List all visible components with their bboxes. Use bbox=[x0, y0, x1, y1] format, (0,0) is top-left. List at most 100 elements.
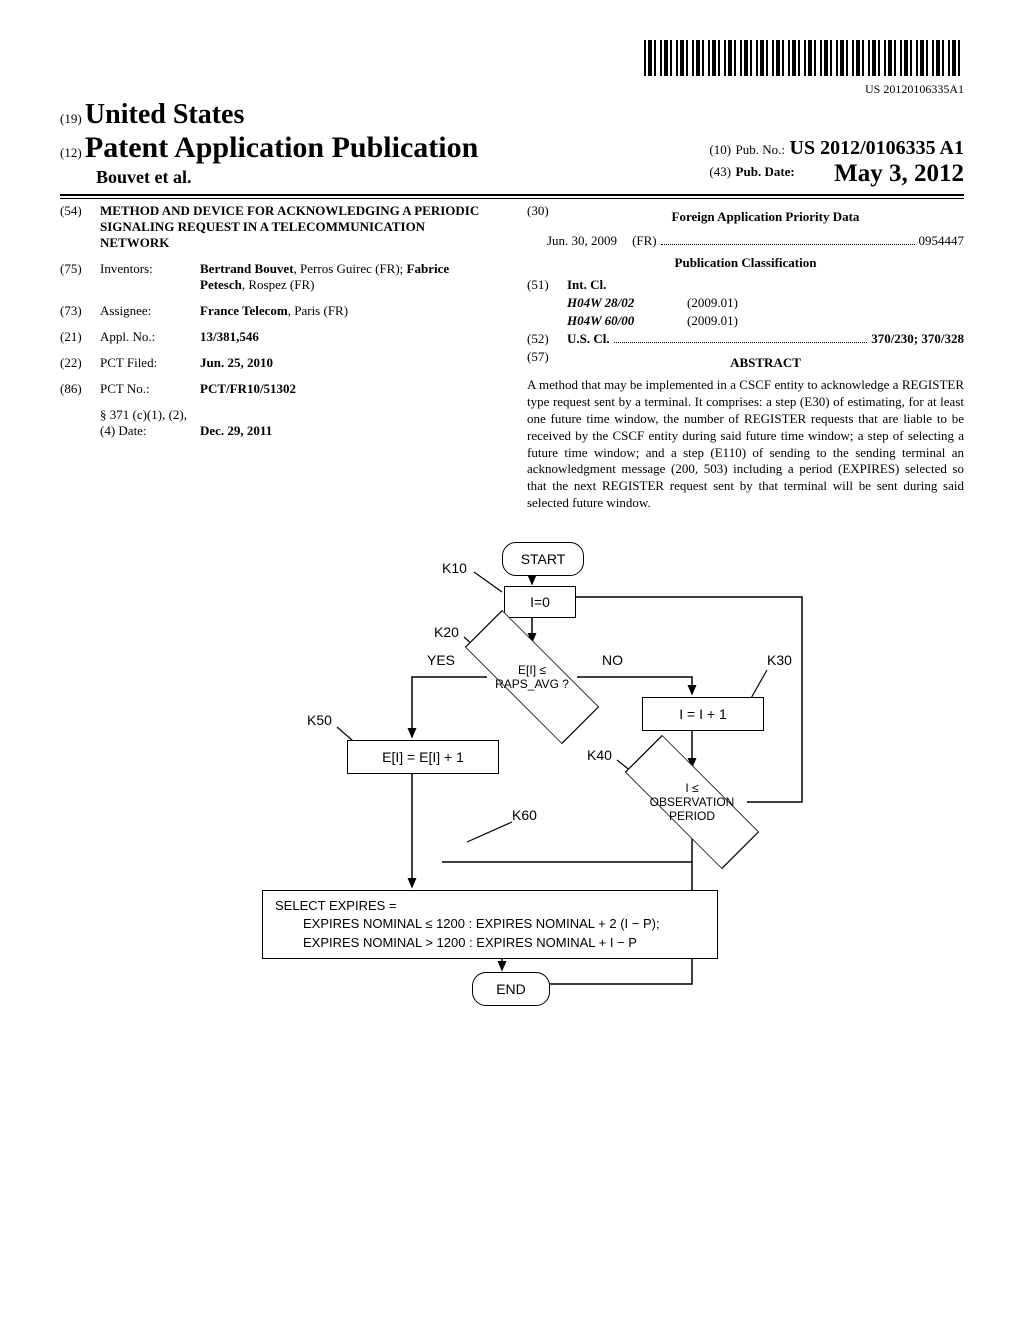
uscl-row: (52) U.S. Cl. 370/230; 370/328 bbox=[527, 331, 964, 347]
intcl-2: H04W 60/00 (2009.01) bbox=[567, 313, 964, 329]
header-right: (10) Pub. No.: US 2012/0106335 A1 (43) P… bbox=[709, 137, 964, 188]
foreign-heading-row: (30) Foreign Application Priority Data bbox=[527, 203, 964, 231]
fc-d2-l3: PERIOD bbox=[669, 809, 715, 823]
rule-top-thick bbox=[60, 194, 964, 196]
country-code: (19) bbox=[60, 111, 82, 126]
intcl-code: (51) bbox=[527, 277, 567, 293]
pubdate: May 3, 2012 bbox=[834, 160, 964, 188]
pctfiled-row: (22) PCT Filed: Jun. 25, 2010 bbox=[60, 355, 497, 371]
barcode-region: US 20120106335A1 bbox=[60, 40, 964, 97]
fc-einc: E[I] = E[I] + 1 bbox=[347, 740, 499, 774]
intcl-label: Int. Cl. bbox=[567, 277, 964, 293]
title-row: (54) METHOD AND DEVICE FOR ACKNOWLEDGING… bbox=[60, 203, 497, 251]
pctno-row: (86) PCT No.: PCT/FR10/51302 bbox=[60, 381, 497, 397]
intcl-1-code: H04W 28/02 bbox=[567, 295, 687, 311]
intcl-row: (51) Int. Cl. bbox=[527, 277, 964, 293]
assignee-row: (73) Assignee: France Telecom, Paris (FR… bbox=[60, 303, 497, 319]
pctfiled-code: (22) bbox=[60, 355, 100, 371]
pctno-label: PCT No.: bbox=[100, 381, 200, 397]
fc-label-yes: YES bbox=[427, 652, 455, 668]
fc-i0: I=0 bbox=[504, 586, 576, 618]
title-text: METHOD AND DEVICE FOR ACKNOWLEDGING A PE… bbox=[100, 203, 497, 251]
foreign-date: Jun. 30, 2009 bbox=[547, 233, 617, 249]
fc-start: START bbox=[502, 542, 584, 576]
assignee-label: Assignee: bbox=[100, 303, 200, 319]
pubdate-label: Pub. Date: bbox=[736, 164, 795, 179]
pub-type-code: (12) bbox=[60, 145, 82, 160]
fc-diamond-1: E[I] ≤RAPS_AVG ? bbox=[477, 642, 587, 712]
pctno-value: PCT/FR10/51302 bbox=[200, 381, 497, 397]
abstract-heading: ABSTRACT bbox=[567, 355, 964, 371]
abstract-text: A method that may be implemented in a CS… bbox=[527, 377, 964, 512]
title-code: (54) bbox=[60, 203, 100, 251]
s371-label: § 371 (c)(1), (2), (4) Date: bbox=[100, 407, 200, 439]
fc-inc: I = I + 1 bbox=[642, 697, 764, 731]
left-column: (54) METHOD AND DEVICE FOR ACKNOWLEDGING… bbox=[60, 203, 497, 512]
foreign-country: (FR) bbox=[632, 233, 657, 249]
fc-d1-l2: RAPS_AVG ? bbox=[495, 677, 569, 691]
inventors-value: Bertrand Bouvet, Perros Guirec (FR); Fab… bbox=[200, 261, 497, 293]
right-column: (30) Foreign Application Priority Data J… bbox=[527, 203, 964, 512]
s371-value: Dec. 29, 2011 bbox=[200, 423, 497, 439]
fc-select-l2: EXPIRES NOMINAL ≤ 1200 : EXPIRES NOMINAL… bbox=[275, 915, 705, 933]
pubnum-label: Pub. No.: bbox=[736, 142, 785, 157]
intcl-1-date: (2009.01) bbox=[687, 295, 738, 311]
fc-d1-l1: E[I] ≤ bbox=[518, 663, 546, 677]
s371-row: § 371 (c)(1), (2), (4) Date: Dec. 29, 20… bbox=[60, 407, 497, 439]
uscl-value: 370/230; 370/328 bbox=[871, 331, 964, 347]
barcode-graphic bbox=[644, 40, 964, 76]
inventor-1-name: Bertrand Bouvet bbox=[200, 261, 294, 276]
fc-select: SELECT EXPIRES = EXPIRES NOMINAL ≤ 1200 … bbox=[262, 890, 718, 959]
intcl-2-code: H04W 60/00 bbox=[567, 313, 687, 329]
inventors-code: (75) bbox=[60, 261, 100, 293]
applno-row: (21) Appl. No.: 13/381,546 bbox=[60, 329, 497, 345]
foreign-priority-row: Jun. 30, 2009 (FR) 0954447 bbox=[527, 233, 964, 249]
uscl-label: U.S. Cl. bbox=[567, 331, 610, 347]
dot-leader-2 bbox=[614, 342, 868, 343]
fc-diamond-2: I ≤OBSERVATIONPERIOD bbox=[637, 767, 747, 837]
header-left: (19) United States (12) Patent Applicati… bbox=[60, 99, 478, 188]
inventors-row: (75) Inventors: Bertrand Bouvet, Perros … bbox=[60, 261, 497, 293]
flowchart: START K10 I=0 K20 E[I] ≤RAPS_AVG ? YES N… bbox=[202, 542, 822, 1002]
pubdate-code: (43) bbox=[709, 164, 731, 179]
fc-d2-l1: I ≤ bbox=[685, 781, 698, 795]
abstract-heading-row: (57) ABSTRACT bbox=[527, 349, 964, 377]
fc-label-k50: K50 bbox=[307, 712, 332, 728]
fc-label-k30: K30 bbox=[767, 652, 792, 668]
assignee-value: France Telecom, Paris (FR) bbox=[200, 303, 497, 319]
rule-top-thin bbox=[60, 198, 964, 199]
fc-label-no: NO bbox=[602, 652, 623, 668]
pubclass-heading: Publication Classification bbox=[527, 255, 964, 271]
header: (19) United States (12) Patent Applicati… bbox=[60, 99, 964, 188]
dot-leader bbox=[661, 244, 915, 245]
fc-d2-l2: OBSERVATION bbox=[650, 795, 735, 809]
pctfiled-value: Jun. 25, 2010 bbox=[200, 355, 497, 371]
fc-select-l3: EXPIRES NOMINAL > 1200 : EXPIRES NOMINAL… bbox=[275, 934, 705, 952]
pubnum-code: (10) bbox=[709, 142, 731, 157]
bibliographic-columns: (54) METHOD AND DEVICE FOR ACKNOWLEDGING… bbox=[60, 203, 964, 512]
fc-label-k10: K10 bbox=[442, 560, 467, 576]
abstract-code: (57) bbox=[527, 349, 567, 377]
country: United States bbox=[85, 99, 244, 130]
foreign-code: (30) bbox=[527, 203, 567, 231]
inventors-label: Inventors: bbox=[100, 261, 200, 293]
authors-line: Bouvet et al. bbox=[60, 167, 478, 188]
fc-label-k20: K20 bbox=[434, 624, 459, 640]
pubnum: US 2012/0106335 A1 bbox=[790, 137, 964, 159]
fc-label-k40: K40 bbox=[587, 747, 612, 763]
fc-label-k60: K60 bbox=[512, 807, 537, 823]
s371-spacer bbox=[60, 407, 100, 439]
applno-code: (21) bbox=[60, 329, 100, 345]
pctno-code: (86) bbox=[60, 381, 100, 397]
intcl-1: H04W 28/02 (2009.01) bbox=[567, 295, 964, 311]
applno-value: 13/381,546 bbox=[200, 329, 497, 345]
foreign-heading: Foreign Application Priority Data bbox=[567, 209, 964, 225]
assignee-code: (73) bbox=[60, 303, 100, 319]
foreign-number: 0954447 bbox=[919, 233, 965, 249]
pctfiled-label: PCT Filed: bbox=[100, 355, 200, 371]
barcode-text: US 20120106335A1 bbox=[60, 82, 964, 97]
intcl-2-date: (2009.01) bbox=[687, 313, 738, 329]
fc-end: END bbox=[472, 972, 550, 1006]
applno-label: Appl. No.: bbox=[100, 329, 200, 345]
uscl-code: (52) bbox=[527, 331, 567, 347]
